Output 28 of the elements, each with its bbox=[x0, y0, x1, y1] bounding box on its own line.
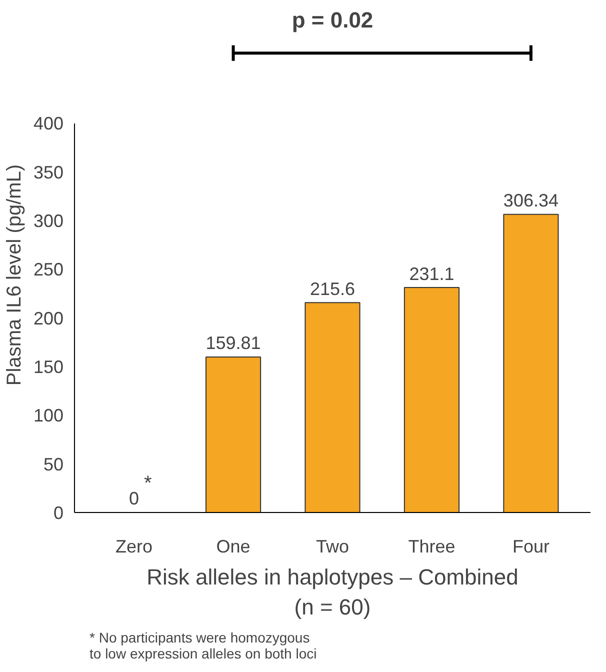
bar bbox=[404, 287, 460, 512]
text: * No participants were homozygous to low expression alleles on both loci bbox=[90, 630, 317, 662]
x-tick-label: One bbox=[216, 536, 250, 556]
data-label: 0 bbox=[129, 488, 140, 509]
x-tick-label: Two bbox=[316, 536, 350, 556]
bar bbox=[304, 302, 360, 512]
data-label: 231.1 bbox=[409, 264, 454, 284]
x-tick-label: Three bbox=[408, 536, 456, 556]
y-axis-title: Plasma IL6 level (pg/mL) bbox=[3, 164, 26, 386]
y-tick-label: 350 bbox=[33, 162, 64, 182]
annotation: * bbox=[144, 472, 152, 494]
y-tick-label: 300 bbox=[33, 210, 64, 231]
y-tick-label: 400 bbox=[33, 114, 64, 134]
x-tick-label: Zero bbox=[116, 536, 153, 556]
y-tick-label: 100 bbox=[33, 406, 64, 426]
bar bbox=[503, 214, 559, 512]
chart-title: p = 0.02 bbox=[292, 8, 374, 32]
data-label: 306.34 bbox=[503, 190, 558, 211]
bar bbox=[205, 356, 262, 512]
y-tick-label: 50 bbox=[43, 454, 64, 474]
x-tick-label: Four bbox=[512, 536, 550, 556]
data-label: 215.6 bbox=[310, 278, 356, 299]
y-tick-label: 150 bbox=[33, 356, 64, 377]
y-tick-label: 250 bbox=[33, 260, 64, 280]
y-tick-label: 0 bbox=[53, 503, 64, 523]
x-axis-title: Risk alleles in haplotypes – Combined (n = 60) bbox=[146, 564, 518, 620]
y-tick-label: 200 bbox=[33, 308, 64, 328]
data-label: 159.81 bbox=[206, 333, 261, 354]
